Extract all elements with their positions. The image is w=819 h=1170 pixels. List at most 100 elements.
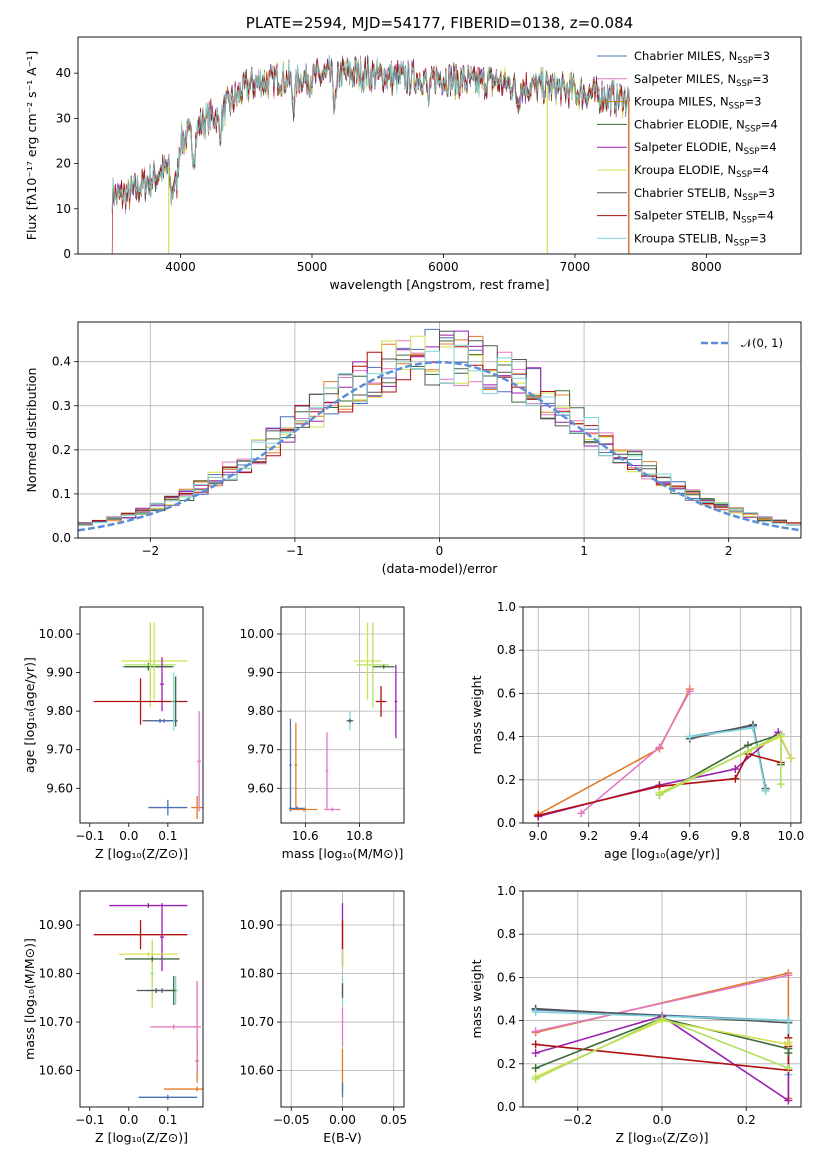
legend-value: =3: [752, 72, 769, 86]
legend: Chabrier MILES, NSSP=3 Salpeter MILES, NS…: [597, 49, 778, 248]
error-bar-point: [150, 718, 178, 723]
y-tick-label: 0: [63, 247, 71, 261]
x-tick-label: 0.0: [652, 1113, 671, 1127]
x-tick-label: 0.1: [158, 829, 177, 843]
y-tick-label: 0.1: [52, 487, 71, 501]
weight-marker: [748, 723, 757, 732]
y-tick-label: 0.4: [52, 355, 71, 369]
y-tick-label: 0.8: [497, 643, 516, 657]
x-tick-label: 0: [436, 544, 444, 558]
x-tick-label: 9.6: [680, 829, 699, 843]
legend-subscript: SSP: [734, 238, 750, 248]
legend-value: =4: [760, 140, 777, 154]
x-axis-label: (data-model)/error: [382, 561, 499, 576]
x-axis-label: E(B-V): [323, 1130, 362, 1145]
error-bar-point: [119, 951, 178, 957]
y-tick-label: 30: [56, 111, 71, 125]
y-tick-label: 10.90: [39, 918, 73, 932]
weight-line: [535, 974, 789, 1033]
legend-value: =3: [749, 231, 766, 245]
x-tick-label: 7000: [560, 260, 591, 274]
legend-subscript: SSP: [744, 147, 760, 157]
error-bar-point: [150, 1024, 198, 1030]
x-axis-label: wavelength [Angstrom, rest frame]: [329, 277, 549, 292]
y-tick-label: 0.2: [497, 1057, 516, 1071]
x-tick-label: 10.0: [778, 829, 805, 843]
weight-marker: [784, 1096, 793, 1105]
weight-marker: [658, 1014, 666, 1023]
error-bar-point: [160, 903, 164, 972]
plot-area: [93, 903, 203, 1100]
plot-area: [93, 622, 203, 820]
weight-marker: [685, 732, 694, 741]
axes-frame: [280, 890, 405, 1108]
weight-marker: [531, 1049, 540, 1057]
y-tick-label: 0.6: [497, 686, 516, 700]
x-tick-label: 9.4: [630, 829, 649, 843]
axes-frame: [79, 890, 204, 1108]
y-tick-label: 10.80: [39, 967, 73, 981]
y-tick-label: 10.80: [240, 967, 274, 981]
panel-residuals: −2 −1 0 1 2 0.0 0.1 0.2 0.3 0.4 (data-model)/error…: [24, 321, 802, 576]
weight-line: [538, 731, 792, 818]
weight-line: [580, 690, 691, 814]
error-bar-point: [289, 718, 292, 812]
x-tick-label: 2: [725, 544, 733, 558]
legend-entry: Chabrier MILES, NSSP=3: [634, 49, 770, 66]
error-bar-point: [124, 956, 180, 962]
weight-marker: [731, 765, 740, 773]
panel-weight-vs-age: 9.0 9.2 9.4 9.6 9.8 10.0 0.0 0.2 0.4 0.6 0.8 1.0 age…: [469, 600, 804, 861]
x-tick-label: −0.2: [563, 1113, 592, 1127]
error-bar-point: [93, 920, 188, 950]
y-tick-label: 0.2: [52, 443, 71, 457]
legend-value: =4: [761, 117, 778, 131]
y-tick-label: 10.90: [240, 918, 274, 932]
weight-marker: [655, 790, 664, 799]
error-bar-point: [394, 664, 398, 739]
panel-weight-vs-Z: −0.2 0.0 0.2 0.0 0.2 0.4 0.6 0.8 1.0 Z [log₁₀(Z/Z…: [469, 884, 802, 1145]
axes-frame: [280, 606, 405, 824]
x-axis-label: Z [log₁₀(Z/Z⊙)]: [95, 1130, 188, 1145]
y-tick-label: 9.60: [46, 781, 73, 795]
x-tick-label: −1: [286, 544, 304, 558]
y-tick-label: 9.90: [46, 666, 73, 680]
axes-frame: [522, 606, 802, 824]
weight-marker: [784, 1049, 793, 1057]
x-axis-label: age [log₁₀(age/yr)]: [604, 846, 720, 861]
y-tick-label: 10: [56, 202, 71, 216]
panel-age-vs-Z: −0.1 0.0 0.1 9.60 9.70 9.80 9.90 10.00 Z [log₁₀(…: [22, 606, 204, 861]
legend-entry: Chabrier STELIB, NSSP=3: [634, 186, 775, 203]
x-tick-label: −0.1: [75, 1113, 104, 1127]
x-tick-label: −2: [141, 544, 159, 558]
y-tick-label: 20: [56, 157, 71, 171]
legend-entry: 𝒩(0, 1): [741, 336, 783, 350]
error-bar-point: [372, 664, 395, 669]
legend-value: =3: [758, 186, 775, 200]
x-axis-label: Z [log₁₀(Z/Z⊙)]: [95, 846, 188, 861]
y-tick-label: 9.90: [247, 666, 274, 680]
x-tick-label: 9.0: [529, 829, 548, 843]
x-tick-label: 0.0: [119, 1113, 138, 1127]
weight-marker: [531, 1064, 540, 1073]
x-tick-label: −0.1: [75, 829, 104, 843]
y-tick-label: 0.0: [52, 531, 71, 545]
error-bar-point: [294, 722, 298, 808]
legend-entry: Kroupa ELODIE, NSSP=4: [634, 163, 769, 180]
weight-line: [689, 727, 767, 791]
error-bar-point: [375, 686, 387, 717]
error-bar-point: [197, 711, 202, 812]
legend-value: =3: [753, 49, 770, 63]
y-tick-label: 9.70: [247, 743, 274, 757]
y-axis-label: mass weight: [469, 959, 484, 1038]
weight-marker: [577, 809, 586, 818]
weight-marker: [531, 1027, 540, 1036]
x-axis-label: mass [log₁₀(M/M⊙)]: [282, 846, 404, 861]
y-tick-label: 9.80: [247, 704, 274, 718]
panel-spectrum: 4000 5000 6000 7000 8000 0 10 20 30 40 wavelength …: [24, 36, 802, 292]
y-tick-label: 10.60: [240, 1064, 274, 1078]
y-tick-label: 0.0: [497, 816, 516, 830]
error-bar-point: [150, 939, 155, 1008]
panel-mass-vs-ebv: −0.05 0.00 0.05 10.60 10.70 10.80 10.90 E(B-V): [240, 890, 407, 1145]
legend-entry: Kroupa MILES, NSSP=3: [634, 95, 761, 112]
error-bar-point: [173, 676, 178, 727]
